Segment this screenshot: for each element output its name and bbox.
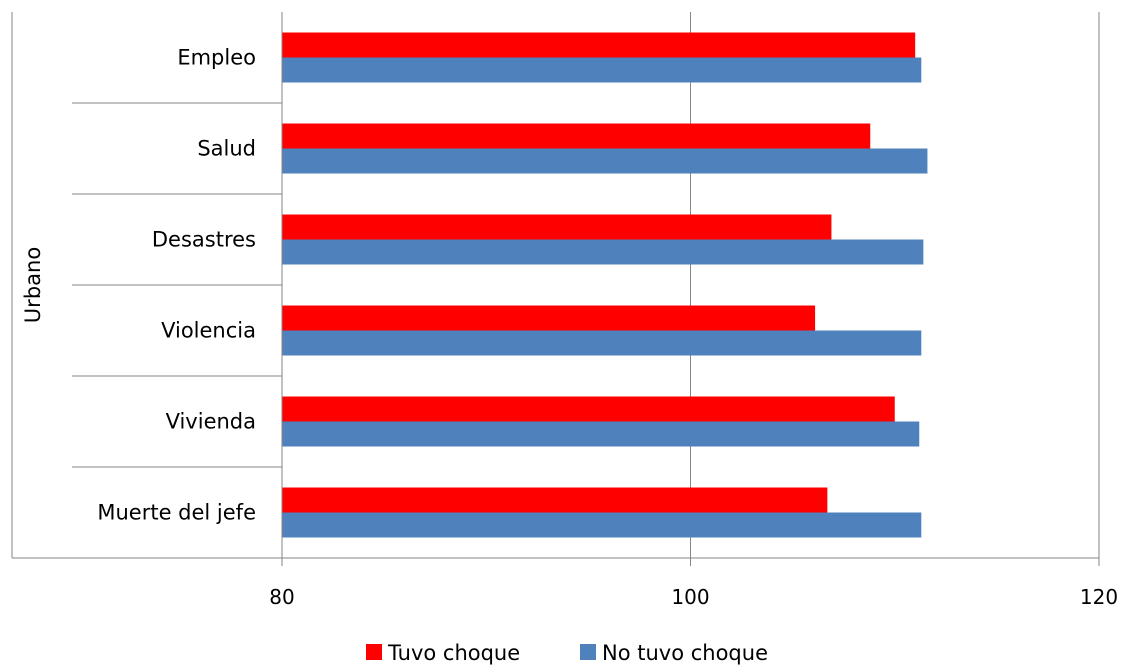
bar-no-tuvo-choque-2: [282, 239, 924, 265]
bar-tuvo-choque-0: [282, 32, 916, 58]
bar-tuvo-choque-3: [282, 305, 816, 331]
bars-layer: [282, 32, 928, 538]
bar-no-tuvo-choque-4: [282, 421, 920, 447]
x-tick-label: 100: [671, 585, 709, 609]
legend-label: Tuvo choque: [387, 641, 520, 665]
x-tick-label: 120: [1080, 585, 1118, 609]
bar-no-tuvo-choque-3: [282, 330, 922, 356]
bar-tuvo-choque-1: [282, 123, 871, 149]
label-layer: Empleo Salud Desastres Violencia Vivienda Mue…: [21, 46, 1118, 610]
grid-layer: [281, 12, 1100, 566]
category-label: Muerte del jefe: [97, 501, 256, 525]
legend-swatch-tuvo-choque: [366, 644, 382, 660]
bar-tuvo-choque-2: [282, 214, 832, 240]
group-label: Urbano: [21, 247, 45, 323]
category-label: Vivienda: [166, 410, 256, 434]
bar-no-tuvo-choque-0: [282, 57, 922, 83]
bar-tuvo-choque-4: [282, 396, 895, 422]
legend-label: No tuvo choque: [602, 641, 768, 665]
category-label: Salud: [197, 137, 256, 161]
category-label: Empleo: [177, 46, 256, 70]
bar-no-tuvo-choque-5: [282, 512, 922, 538]
x-tick-label: 80: [269, 585, 294, 609]
legend-swatch-no-tuvo-choque: [580, 644, 596, 660]
category-label: Desastres: [152, 228, 256, 252]
bar-tuvo-choque-5: [282, 487, 828, 513]
axis-layer: [11, 12, 1099, 566]
bar-no-tuvo-choque-1: [282, 148, 928, 174]
legend: Tuvo choque No tuvo choque: [366, 641, 768, 665]
category-label: Violencia: [161, 319, 256, 343]
